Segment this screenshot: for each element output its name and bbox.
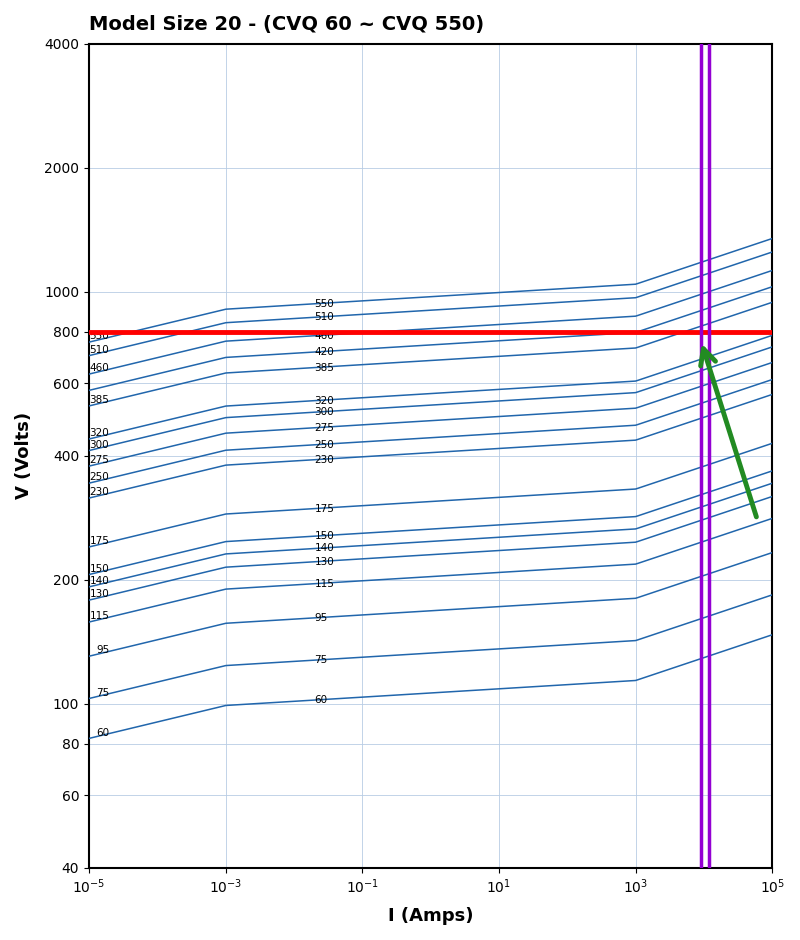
- Text: 550: 550: [90, 332, 110, 341]
- Text: 115: 115: [90, 611, 110, 621]
- X-axis label: I (Amps): I (Amps): [388, 907, 474, 925]
- Text: 250: 250: [90, 473, 110, 482]
- Text: 75: 75: [314, 655, 328, 666]
- Text: 510: 510: [90, 345, 110, 355]
- Text: 550: 550: [314, 299, 334, 308]
- Text: 300: 300: [314, 407, 334, 417]
- Text: 385: 385: [90, 395, 110, 405]
- Text: 175: 175: [314, 504, 334, 513]
- Text: 230: 230: [90, 487, 110, 497]
- Text: 140: 140: [90, 576, 110, 587]
- Text: 60: 60: [314, 695, 328, 705]
- Text: 385: 385: [314, 363, 334, 372]
- Text: 420: 420: [314, 347, 334, 357]
- Text: 250: 250: [314, 440, 334, 449]
- Text: 275: 275: [90, 455, 110, 465]
- Text: 95: 95: [96, 646, 110, 655]
- Text: Model Size 20 - (CVQ 60 ~ CVQ 550): Model Size 20 - (CVQ 60 ~ CVQ 550): [89, 15, 484, 34]
- Text: 60: 60: [96, 728, 110, 738]
- Text: 140: 140: [314, 543, 334, 554]
- Text: 130: 130: [314, 556, 334, 567]
- Y-axis label: V (Volts): V (Volts): [15, 412, 33, 499]
- Text: 175: 175: [90, 536, 110, 546]
- Text: 460: 460: [90, 364, 110, 373]
- Text: 300: 300: [90, 440, 110, 449]
- Text: 460: 460: [314, 331, 334, 340]
- Text: 95: 95: [314, 613, 328, 623]
- Text: 130: 130: [90, 589, 110, 600]
- Text: 230: 230: [314, 455, 334, 464]
- Text: 510: 510: [314, 312, 334, 322]
- Text: 275: 275: [314, 423, 334, 432]
- Text: 320: 320: [90, 429, 110, 438]
- Text: 150: 150: [90, 564, 110, 573]
- Text: 75: 75: [96, 688, 110, 697]
- Text: 150: 150: [314, 531, 334, 541]
- Text: 320: 320: [314, 396, 334, 406]
- Text: 115: 115: [314, 579, 334, 588]
